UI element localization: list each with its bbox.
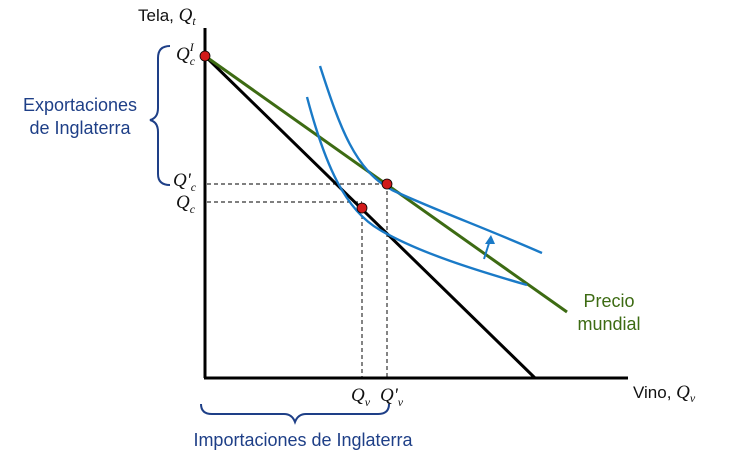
tick-qc-top: QI c	[176, 40, 196, 68]
y-axis-label: Tela, Qt	[138, 5, 196, 28]
exports-label-line1: Exportaciones	[23, 95, 137, 115]
tick-qv-prime: Q'v	[380, 385, 404, 409]
world-price-label-line1: Precio	[583, 291, 634, 311]
tick-qv: Qv	[351, 385, 371, 409]
point-consumption	[381, 178, 393, 190]
imports-label: Importaciones de Inglaterra	[193, 430, 413, 450]
shift-arrow-head	[485, 235, 495, 244]
point-production	[199, 50, 211, 62]
indifference-curve-low	[305, 96, 528, 287]
exports-bracket	[149, 45, 171, 186]
imports-bracket	[200, 403, 390, 425]
point-autarky	[356, 202, 368, 214]
x-axis-label: Vino, Qv	[633, 382, 696, 405]
world-price-label-line2: mundial	[577, 314, 640, 334]
exports-label-line2: de Inglaterra	[29, 118, 131, 138]
tick-qc: Qc	[176, 192, 196, 216]
tick-qc-prime: Q'c	[173, 170, 197, 194]
production-frontier	[203, 54, 537, 380]
indifference-curve-high	[318, 65, 543, 255]
